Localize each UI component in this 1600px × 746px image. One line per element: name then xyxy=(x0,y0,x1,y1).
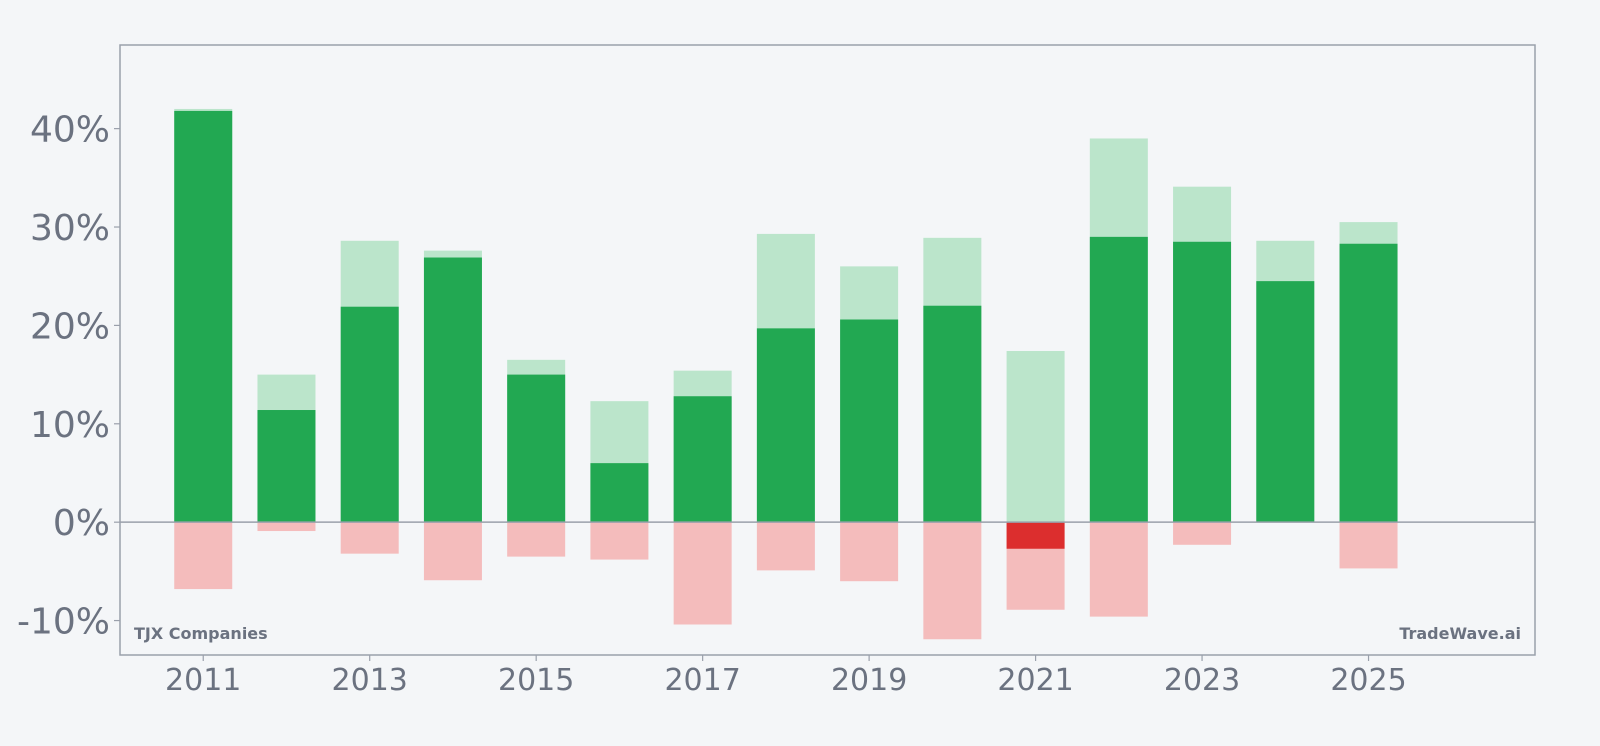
y-tick-label: 10% xyxy=(30,405,110,446)
y-tick-label: 20% xyxy=(30,306,110,347)
min-band-2017 xyxy=(673,522,732,625)
return-bar-2015 xyxy=(507,374,566,523)
return-bar-2019 xyxy=(840,319,899,523)
return-bar-2016 xyxy=(590,463,649,523)
return-bar-2025 xyxy=(1339,243,1398,523)
brand-name: TradeWave.ai xyxy=(1399,624,1521,643)
return-bar-2012 xyxy=(257,410,316,523)
min-band-2018 xyxy=(756,522,815,571)
x-tick-label: 2015 xyxy=(498,663,574,698)
min-band-2019 xyxy=(840,522,899,582)
return-bar-2024 xyxy=(1256,281,1315,523)
company-name: TJX Companies xyxy=(134,624,268,643)
x-tick-label: 2013 xyxy=(332,663,408,698)
x-tick-label: 2017 xyxy=(664,663,740,698)
return-bar-2014 xyxy=(423,257,482,523)
return-bar-2017 xyxy=(673,396,732,523)
plot-frame xyxy=(119,44,1536,656)
y-tick-label: 40% xyxy=(30,110,110,151)
min-band-2025 xyxy=(1339,522,1398,569)
min-band-2020 xyxy=(923,522,982,640)
min-band-2022 xyxy=(1089,522,1148,617)
annual-return-bars xyxy=(174,110,1398,549)
return-bar-2020 xyxy=(923,305,982,523)
min-band-2014 xyxy=(423,522,482,581)
min-band-2016 xyxy=(590,522,649,560)
x-tick-label: 2025 xyxy=(1330,663,1406,698)
return-bar-2018 xyxy=(756,328,815,523)
x-tick-label: 2021 xyxy=(997,663,1073,698)
return-bar-2011 xyxy=(174,110,233,523)
x-tick-label: 2011 xyxy=(165,663,241,698)
y-axis: -10% 0% 10% 20% 30% 40% xyxy=(17,110,120,643)
return-bar-2023 xyxy=(1173,241,1232,523)
x-axis: 2011 2013 2015 2017 2019 2021 2023 2025 xyxy=(165,655,1407,698)
min-band-2015 xyxy=(507,522,566,557)
return-bar-2022 xyxy=(1089,236,1148,523)
max-band-2021 xyxy=(1006,350,1065,523)
y-tick-label: -10% xyxy=(17,602,110,643)
min-band-2023 xyxy=(1173,522,1232,545)
min-band-2013 xyxy=(340,522,399,554)
y-tick-label: 0% xyxy=(53,503,110,544)
y-tick-label: 30% xyxy=(30,208,110,249)
x-tick-label: 2019 xyxy=(831,663,907,698)
return-bar-2021 xyxy=(1006,522,1065,549)
return-bar-2013 xyxy=(340,306,399,523)
min-band-2012 xyxy=(257,522,316,532)
min-band-2011 xyxy=(174,522,233,590)
x-tick-label: 2023 xyxy=(1164,663,1240,698)
